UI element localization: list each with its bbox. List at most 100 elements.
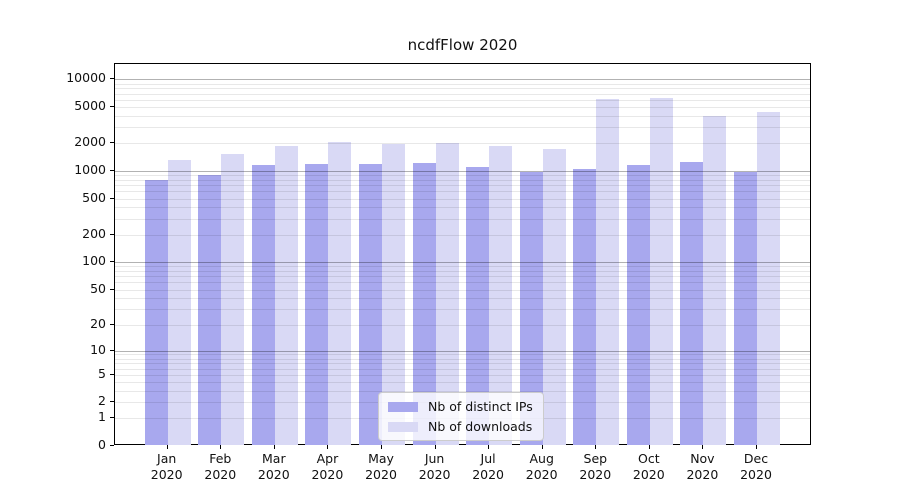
- bar-distinct-ips: [573, 169, 597, 445]
- bar-distinct-ips: [251, 165, 275, 445]
- legend: Nb of distinct IPs Nb of downloads: [378, 392, 544, 441]
- gridline-minor: [115, 175, 810, 177]
- x-tick-label: Sep 2020: [579, 451, 612, 483]
- plot-area: [114, 63, 811, 445]
- x-tick-mark: [273, 445, 275, 449]
- gridline-minor: [115, 271, 810, 273]
- y-tick-mark: [110, 261, 114, 263]
- y-tick-label: 20: [90, 315, 106, 331]
- y-tick-mark: [110, 349, 114, 351]
- gridline-minor: [115, 354, 810, 356]
- y-tick-mark: [110, 170, 114, 171]
- x-tick-mark: [327, 445, 329, 449]
- legend-item-distinct-ips: Nb of distinct IPs: [388, 399, 533, 414]
- y-tick-mark: [110, 78, 114, 80]
- y-tick-label: 5000: [74, 97, 106, 113]
- legend-item-downloads: Nb of downloads: [388, 419, 533, 434]
- x-tick-label: May 2020: [365, 451, 397, 483]
- gridline-major: [115, 79, 810, 81]
- gridline-minor: [115, 143, 810, 145]
- gridline-minor: [115, 127, 810, 129]
- y-tick-label: 100: [82, 253, 106, 269]
- gridline-minor: [115, 234, 810, 236]
- y-tick-mark: [110, 105, 114, 107]
- grid-layer: [115, 64, 810, 444]
- y-tick-label: 500: [82, 189, 106, 205]
- legend-swatch-downloads: [388, 421, 418, 432]
- x-tick-label: Jul 2020: [472, 451, 504, 483]
- y-tick-mark: [110, 142, 114, 144]
- legend-label-distinct-ips: Nb of distinct IPs: [428, 399, 533, 414]
- x-tick-mark: [381, 445, 382, 449]
- bar-downloads: [757, 111, 780, 445]
- gridline-minor: [115, 358, 810, 360]
- legend-label-downloads: Nb of downloads: [428, 419, 533, 434]
- x-tick-mark: [648, 445, 650, 449]
- gridline-minor: [115, 276, 810, 278]
- gridline-minor: [115, 282, 810, 284]
- bar-downloads: [542, 148, 566, 445]
- gridline-minor: [115, 207, 810, 209]
- y-tick-label: 2000: [74, 134, 106, 150]
- gridline-minor: [115, 106, 810, 108]
- gridline-minor: [115, 115, 810, 117]
- legend-swatch-distinct-ips: [388, 401, 418, 412]
- y-tick-label: 5: [98, 365, 106, 381]
- y-tick-label: 10: [90, 341, 106, 357]
- gridline-minor: [115, 93, 810, 95]
- bar-downloads: [649, 97, 673, 445]
- x-tick-label: Feb 2020: [204, 451, 237, 483]
- bar-distinct-ips: [198, 174, 222, 445]
- gridline-minor: [115, 179, 810, 181]
- x-tick-mark: [220, 445, 222, 449]
- x-tick-mark: [166, 445, 168, 449]
- bar-downloads: [596, 98, 620, 445]
- x-tick-label: Dec 2020: [740, 451, 772, 483]
- x-tick-label: Oct 2020: [632, 451, 665, 483]
- y-tick-mark: [110, 445, 114, 446]
- chart-title: ncdfFlow 2020: [407, 36, 518, 54]
- y-tick-mark: [110, 401, 114, 403]
- x-tick-label: Aug 2020: [525, 451, 558, 483]
- bar-downloads: [274, 146, 298, 445]
- bar-distinct-ips: [626, 164, 650, 445]
- gridline-minor: [115, 218, 810, 220]
- gridline-minor: [115, 363, 810, 365]
- gridline-minor: [115, 198, 810, 200]
- y-tick-label: 2: [98, 393, 106, 409]
- x-tick-mark: [595, 445, 597, 449]
- x-tick-mark: [756, 445, 757, 449]
- y-tick-label: 50: [90, 280, 106, 296]
- gridline-minor: [115, 266, 810, 268]
- y-tick-mark: [110, 233, 114, 235]
- gridline-minor: [115, 289, 810, 291]
- y-tick-label: 1000: [74, 162, 106, 177]
- gridline-major: [115, 262, 810, 264]
- x-tick-label: Apr 2020: [311, 451, 344, 483]
- y-tick-label: 1: [98, 409, 106, 425]
- y-tick-mark: [110, 323, 114, 325]
- gridline-minor: [115, 185, 810, 187]
- x-tick-label: Mar 2020: [257, 451, 290, 483]
- bar-distinct-ips: [144, 179, 168, 445]
- bars-layer: [115, 64, 810, 445]
- gridline-minor: [115, 374, 810, 376]
- x-tick-mark: [541, 445, 543, 449]
- x-tick-mark: [702, 445, 704, 449]
- y-tick-mark: [110, 288, 114, 290]
- gridline-minor: [115, 83, 810, 85]
- y-tick-label: 0: [98, 437, 106, 452]
- gridline-major: [115, 350, 810, 352]
- x-tick-mark: [488, 445, 490, 449]
- y-tick-label: 200: [82, 225, 106, 241]
- x-tick-mark: [434, 445, 436, 449]
- bar-downloads: [703, 115, 727, 445]
- gridline-minor: [115, 309, 810, 311]
- x-tick-label: Nov 2020: [686, 451, 719, 483]
- gridline-minor: [115, 324, 810, 326]
- y-tick-mark: [110, 373, 114, 375]
- gridline-minor: [115, 368, 810, 370]
- gridline-minor: [115, 88, 810, 90]
- bar-distinct-ips: [734, 171, 757, 445]
